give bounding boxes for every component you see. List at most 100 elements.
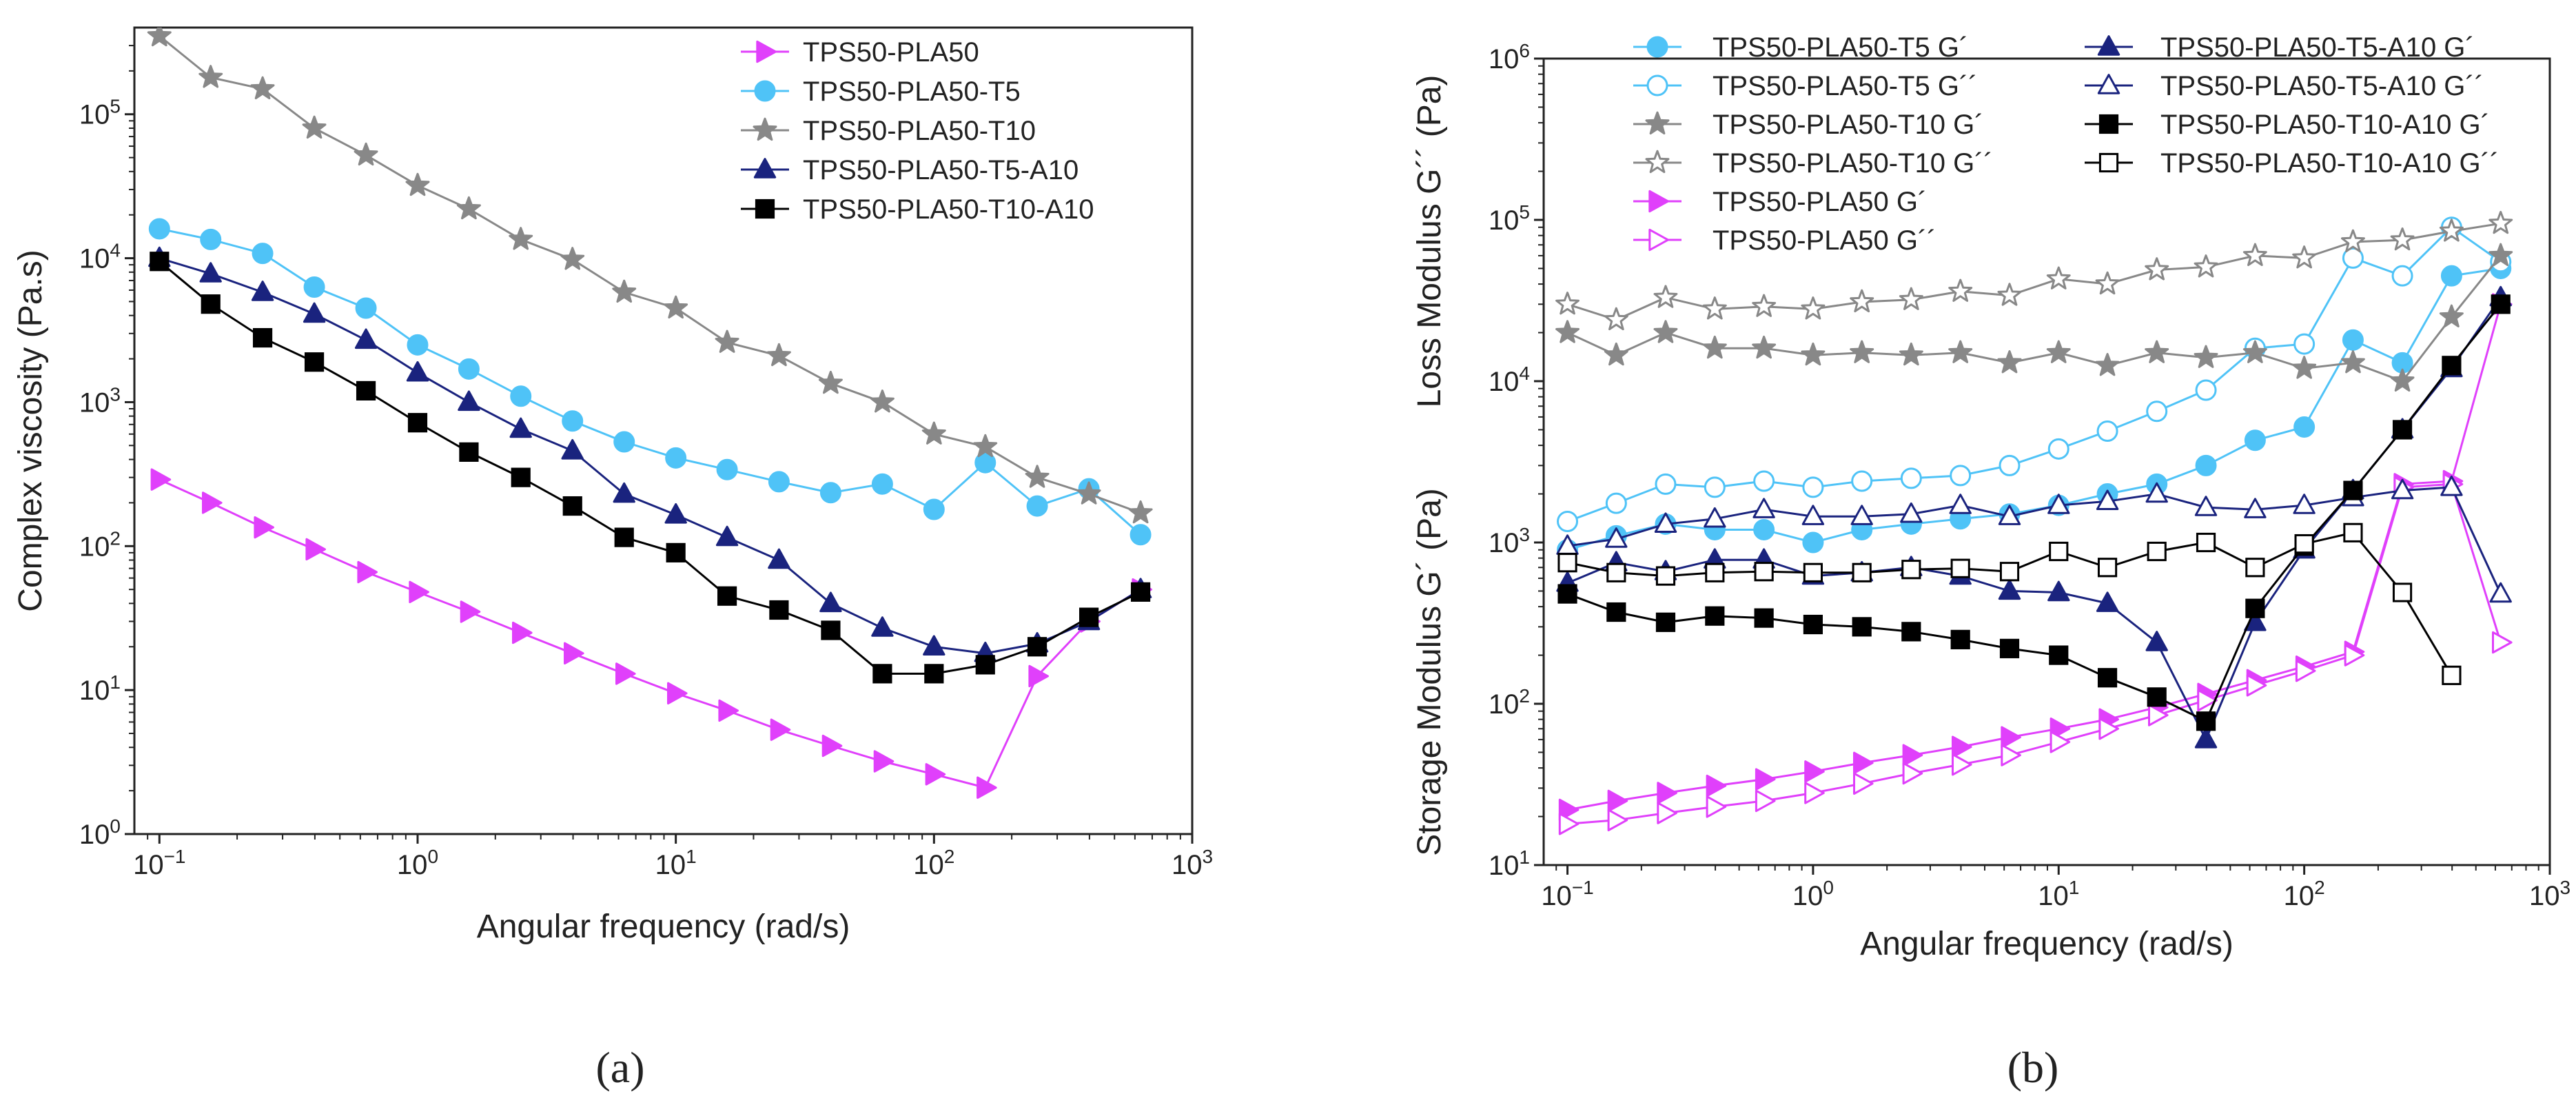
legend-b: TPS50-PLA50-T5 G´ TPS50-PLA50-T5 G´´ TPS50…: [1633, 32, 2499, 256]
data-point: [1557, 511, 1579, 533]
data-point: [2492, 631, 2513, 654]
data-point: [770, 718, 791, 741]
data-point: [768, 471, 790, 493]
data-point: [1852, 617, 1872, 637]
series-line: [159, 34, 1141, 514]
data-point: [2342, 329, 2364, 351]
data-point: [2146, 400, 2168, 423]
data-point: [1802, 531, 1824, 554]
data-point: [1653, 285, 1678, 308]
x-tick-label: 101: [655, 846, 697, 880]
data-point: [2488, 243, 2513, 266]
legend-label: TPS50-PLA50-T5-A10 G´´: [2160, 71, 2484, 101]
panel-label-b: (b): [2007, 1043, 2059, 1092]
data-point: [2292, 356, 2317, 379]
data-point: [509, 227, 533, 250]
data-point: [1655, 473, 1677, 495]
series-tps50-pla50-t5-a10: [148, 246, 1152, 662]
legend-item: TPS50-PLA50-T10 G´´: [1633, 148, 1993, 179]
data-point: [2145, 631, 2168, 651]
data-point: [1752, 294, 1777, 317]
data-point: [1804, 782, 1825, 804]
legend-marker: [1646, 74, 1668, 97]
data-point: [512, 621, 533, 644]
data-point: [768, 548, 790, 569]
data-point: [2295, 660, 2316, 682]
legend-label: TPS50-PLA50-T10 G´´: [1713, 148, 1993, 179]
data-point: [2049, 645, 2069, 665]
legend-item: TPS50-PLA50-T5-A10 G´´: [2085, 71, 2484, 101]
data-point: [407, 334, 429, 356]
data-point: [1027, 637, 1047, 657]
data-point: [409, 580, 429, 604]
legend-label: TPS50-PLA50 G´: [1713, 187, 1927, 217]
data-point: [1801, 342, 1826, 366]
data-point: [252, 243, 274, 265]
data-point: [407, 413, 428, 433]
legend-label: TPS50-PLA50-T10-A10 G´: [2160, 110, 2490, 140]
data-point: [1704, 507, 1726, 528]
data-point: [510, 385, 532, 407]
data-point: [1950, 629, 1970, 649]
plot-frame: [1542, 57, 2551, 866]
data-point: [1555, 292, 1580, 315]
data-point: [871, 616, 894, 637]
data-point: [613, 482, 635, 503]
data-point: [925, 763, 946, 786]
legend-item: TPS50-PLA50-T5-A10: [741, 155, 1079, 185]
data-point: [562, 496, 582, 516]
data-point: [615, 662, 636, 685]
data-point: [819, 482, 841, 504]
data-point: [354, 142, 378, 166]
series-line: [1566, 254, 2502, 383]
data-point: [1900, 502, 1923, 523]
x-tick-label: 101: [2038, 877, 2079, 911]
data-point: [2244, 429, 2266, 451]
y-tick-label: 101: [1489, 846, 1530, 881]
legend-marker: [753, 117, 777, 141]
data-point: [1852, 562, 1872, 582]
legend-item: TPS50-PLA50-T5: [741, 77, 1021, 107]
data-point: [2390, 227, 2415, 251]
y-tick-label: 105: [1489, 201, 1530, 236]
legend-item: TPS50-PLA50-T10-A10: [741, 194, 1094, 225]
series-tps50-pla50-t10-a10: [150, 252, 1151, 684]
data-point: [2047, 438, 2069, 460]
legend-label: TPS50-PLA50-T5 G´: [1713, 32, 1968, 63]
data-point: [2292, 245, 2317, 269]
data-point: [613, 431, 635, 453]
data-point: [2049, 731, 2071, 753]
data-point: [715, 525, 739, 547]
data-point: [2195, 454, 2217, 476]
data-point: [923, 635, 945, 656]
y-tick-label: 104: [1489, 363, 1530, 397]
data-point: [821, 620, 841, 640]
data-point: [872, 664, 892, 684]
data-point: [2096, 591, 2119, 612]
legend-item: TPS50-PLA50-T10 G´: [1633, 110, 1984, 140]
data-point: [1702, 335, 1727, 359]
data-point: [1129, 524, 1152, 546]
data-point: [2343, 480, 2363, 500]
panel-b: 10−1 100 101 102 103 101 102 103 104 105 106 TPS50-…: [1411, 32, 2570, 1092]
y-tick-label: 106: [1489, 40, 1530, 74]
data-point: [1607, 809, 1628, 831]
data-point: [2001, 744, 2021, 766]
data-point: [2098, 718, 2119, 740]
data-point: [1901, 622, 1921, 642]
data-point: [1754, 562, 1774, 582]
legend-label: TPS50-PLA50-T5: [803, 77, 1021, 107]
legend-label: TPS50-PLA50-T10 G´: [1713, 110, 1984, 140]
x-axis-title: Angular frequency (rad/s): [477, 908, 850, 945]
legend-label: TPS50-PLA50: [803, 37, 979, 68]
data-point: [1948, 340, 1973, 363]
data-point: [2096, 420, 2118, 442]
x-axis-title: Angular frequency (rad/s): [1860, 926, 2233, 962]
data-point: [1655, 612, 1676, 632]
data-point: [1950, 465, 1972, 487]
plot-frame: [133, 26, 1194, 835]
data-point: [1607, 789, 1628, 813]
series-tps50-pla50-t5: [148, 218, 1152, 546]
data-point: [821, 734, 843, 758]
